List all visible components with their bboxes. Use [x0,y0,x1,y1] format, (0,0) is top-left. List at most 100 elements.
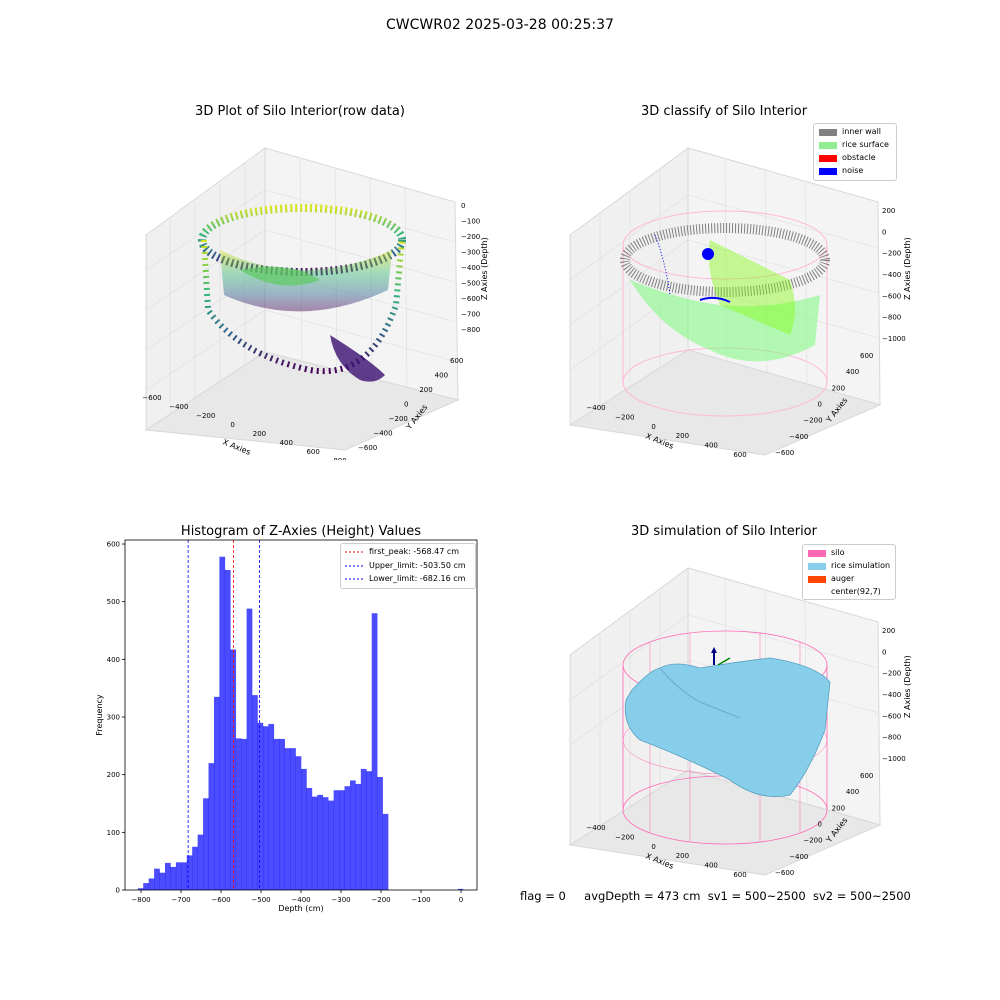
plot1-y-tick-label: 400 [435,372,448,380]
plot4-x-tick-label: −400 [586,824,605,832]
hist-bar [295,756,302,890]
plot1-3d-raw: −600−400−2000200400600800 −600−400−20002… [142,147,489,460]
plot1-x-tick-label: −200 [196,412,215,420]
hist-bar [328,800,334,890]
plot4-title: 3D simulation of Silo Interior [631,524,817,539]
hist-bar [257,722,264,890]
hist-x-tick-label: −300 [331,896,350,904]
hist-x-label: Depth (cm) [278,904,323,913]
hist-x-tick-label: −200 [371,896,390,904]
plot2-z-tick-label: 0 [882,228,886,236]
hist-y-tick-label: 100 [107,829,120,837]
plot1-x-tick-label: −400 [169,403,188,411]
hist-x-ticks: −800 −700 −600 −500 −400 −300 −200 −100 0 [131,890,463,904]
footer-flag: flag = 0 [520,889,566,903]
plot1-x-tick-label: −600 [142,394,161,402]
hist-bar [192,846,198,890]
plot1-x-tick-label: 800 [333,457,346,460]
hist-bar [333,790,340,890]
plot4-x-tick-label: 0 [651,843,655,851]
plot2-z-ticks: 200 0 −200 −400 −600 −800 −1000 [882,207,906,343]
hist-bar [137,888,144,890]
hist-y-label: Frequency [95,694,104,736]
hist-bar [371,613,378,890]
hist-legend: first_peak: -568.47 cm Upper_limit: -503… [340,543,476,589]
plot1-y-tick-label: −200 [389,415,408,423]
hist-x-tick-label: 0 [459,896,463,904]
plot4-x-tick-label: −200 [615,833,634,841]
hist-bar [344,786,351,890]
hist-bar [262,726,269,890]
plot1-z-tick-label: −500 [461,280,480,288]
hist-y-ticks: 0 100 200 300 400 500 600 [107,541,125,895]
plot4-x-tick-label: 400 [705,862,718,870]
legend-label-noise: noise [842,166,864,175]
legend-label-inner-wall: inner wall [842,127,882,136]
hist-bar [360,768,367,890]
hist-bar [224,569,231,890]
plot2-title: 3D classify of Silo Interior [640,104,808,119]
hist-x-tick-label: −800 [131,896,150,904]
legend-upper-limit: Upper_limit: -503.50 cm [369,561,466,570]
hist-bar [273,738,280,890]
plot2-x-ticks: −400 −200 0 200 400 600 [586,404,746,459]
hist-bar [203,798,209,890]
hist-bar [457,888,464,890]
hist-bar [235,738,242,890]
hist-bar [230,649,237,890]
hist-bar [279,738,285,890]
histogram-chart: −800 −700 −600 −500 −400 −300 −200 −100 0 0 100 20… [95,539,478,913]
plot2-y-tick-label: 400 [846,368,859,376]
plot1-y-tick-label: 200 [419,386,432,394]
plot1-x-tick-label: 400 [280,439,293,447]
plot2-y-tick-label: 200 [832,384,845,392]
legend-lower-limit: Lower_limit: -682.16 cm [369,574,466,583]
plot2-z-tick-label: −200 [882,250,901,258]
hist-bar [322,797,329,890]
plot2-y-tick-label: −200 [803,417,822,425]
hist-x-tick-label: −100 [411,896,430,904]
plot2-z-tick-label: −1000 [882,335,906,343]
hist-x-tick-label: −600 [211,896,230,904]
plot2-x-tick-label: 200 [676,432,689,440]
plot2-x-tick-label: −200 [615,413,634,421]
hist-bar [186,855,193,890]
hist-bars [137,556,464,890]
hist-vlines [187,540,261,890]
hist-y-tick-label: 500 [107,598,120,606]
plot4-z-tick-label: −400 [882,691,901,699]
plot2-x-tick-label: 400 [705,442,718,450]
hist-bar [241,738,247,890]
plot4-y-tick-label: −400 [789,853,808,861]
legend-label-rice-simulation: rice simulation [831,561,891,570]
hist-bar [268,723,275,890]
plot2-z-tick-label: −800 [882,314,901,322]
legend-label-silo: silo [831,548,845,557]
hist-bar [175,862,182,890]
plot4-z-tick-label: −1000 [882,755,906,763]
plot4-z-tick-label: −200 [882,670,901,678]
figure-title: CWCWR02 2025-03-28 00:25:37 [386,17,614,33]
plot4-y-tick-label: 0 [818,821,822,829]
plot4-z-label: Z Axies (Depth) [903,655,912,718]
plot1-y-tick-label: 0 [404,401,408,409]
footer-sv2: sv2 = 500~2500 [812,889,911,903]
plot1-z-ticks: 0 −100 −200 −300 −400 −500 −600 −700 −800 [461,202,480,334]
plot2-x-tick-label: −400 [586,404,605,412]
hist-bar [355,783,362,890]
plot4-legend: silo rice simulation auger center(92,7) [802,544,896,600]
legend-swatch-obstacle [819,155,837,162]
hist-bar [366,771,373,890]
plot2-legend: inner wall rice surface obstacle noise [813,123,897,181]
legend-label-obstacle: obstacle [842,153,876,162]
hist-bar [252,695,258,890]
plot4-x-ticks: −400 −200 0 200 400 600 [586,824,746,879]
plot2-y-tick-label: −600 [775,449,794,457]
hist-bar [311,796,318,890]
plot2-z-label: Z Axies (Depth) [903,237,912,300]
plot4-y-tick-label: 400 [846,788,859,796]
